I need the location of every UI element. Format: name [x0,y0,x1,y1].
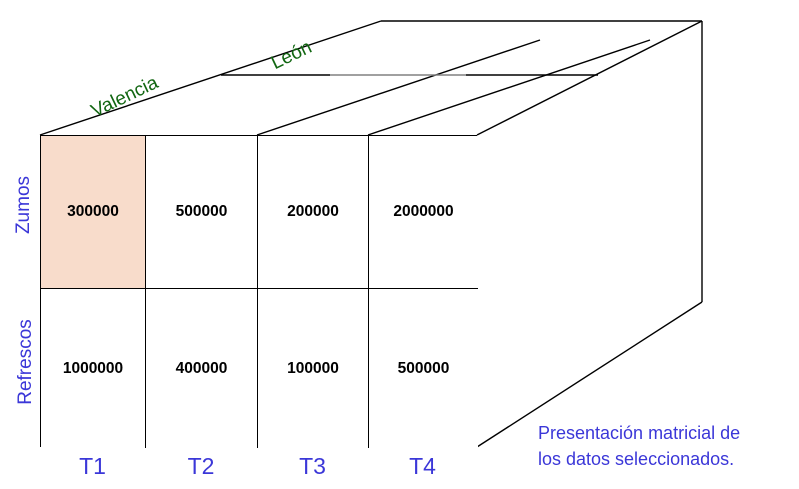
cell-value: 500000 [175,203,228,220]
row-label-refrescos: Refrescos [15,319,36,405]
cube-slice-divider-2 [367,39,651,136]
matrix-cell-refrescos-t4[interactable]: 500000 [369,289,478,448]
matrix-cell-zumos-t1[interactable]: 300000 [41,136,146,289]
caption-line-1: Presentación matricial de [538,423,741,443]
cube-edge-top-left-diagonal [39,20,382,136]
cell-value: 200000 [287,203,339,220]
caption-line-2: los datos seleccionados. [538,449,735,469]
cube-slice-divider-1 [256,39,541,136]
matrix-cell-refrescos-t2[interactable]: 400000 [146,289,258,448]
cube-edge-bottom-right-diagonal [476,301,703,448]
data-matrix: 300000 500000 200000 2000000 1000000 400… [40,135,478,448]
cell-value: 100000 [287,359,339,377]
column-label-t4: T4 [409,453,436,479]
cell-value: 2000000 [393,203,454,220]
column-label-t1: T1 [79,453,106,479]
cell-value: 300000 [67,203,119,220]
column-label-t2: T2 [187,453,215,479]
matrix-cell-refrescos-t3[interactable]: 100000 [258,289,369,448]
cell-value: 400000 [175,359,228,377]
matrix-cell-zumos-t3[interactable]: 200000 [258,136,369,289]
row-label-zumos: Zumos [13,175,34,235]
matrix-cell-zumos-t2[interactable]: 500000 [146,136,258,289]
caption: Presentación matricial de los datos sele… [538,420,794,472]
column-label-t3: T3 [299,453,326,479]
cell-value: 1000000 [62,359,124,377]
cube-edge-top-right-diagonal [476,20,703,136]
matrix-cell-zumos-t4[interactable]: 2000000 [369,136,478,289]
cell-value: 500000 [397,359,450,377]
matrix-cell-refrescos-t1[interactable]: 1000000 [41,289,146,448]
